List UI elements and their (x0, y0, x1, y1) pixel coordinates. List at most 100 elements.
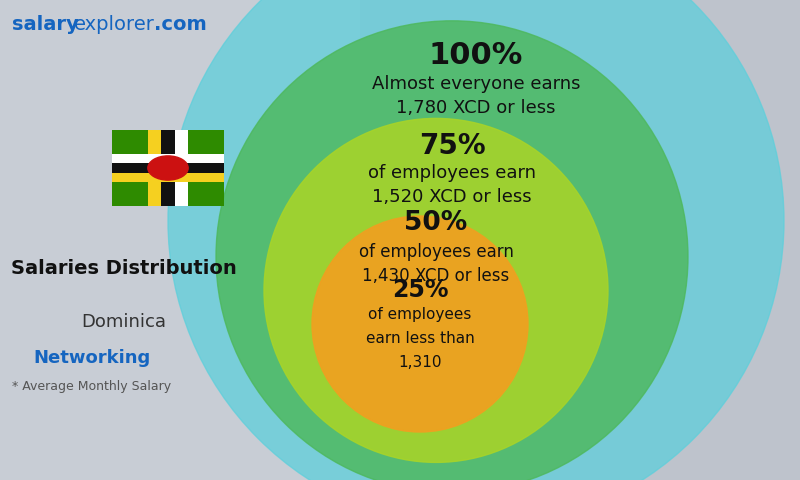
Bar (0, 0, 44, 480)
Text: of employees earn: of employees earn (368, 164, 536, 182)
Text: 50%: 50% (404, 210, 468, 236)
Bar (3, 0, 592, 480)
Bar (1, 0, 208, 480)
Bar (2, 0, 300, 480)
Bar (2, 0, 296, 480)
Bar (2, 0, 312, 480)
Bar (3, 0, 604, 480)
Bar (1, 0, 172, 480)
Bar (0, 0, 68, 480)
Bar (112, 130, 224, 206)
Bar (3, 0, 600, 480)
Bar (1, 0, 84, 480)
Bar (112, 163, 224, 173)
Bar (3, 0, 584, 480)
Bar (2, 0, 252, 480)
Bar (1, 0, 236, 480)
Bar (2, 0, 528, 480)
Bar (2, 0, 260, 480)
Bar (3, 0, 664, 480)
Bar (0, 0, 36, 480)
Bar (2, 0, 448, 480)
Bar (2, 0, 544, 480)
Bar (2, 0, 452, 480)
Ellipse shape (168, 0, 784, 480)
Bar (1, 0, 80, 480)
Bar (1, 0, 232, 480)
Bar (2, 0, 532, 480)
Bar (1, 0, 180, 480)
Bar (0, 0, 8, 480)
Bar (2, 0, 408, 480)
Bar (2, 0, 432, 480)
Text: Dominica: Dominica (82, 312, 166, 331)
Bar (3, 0, 656, 480)
Bar (3, 0, 660, 480)
Bar (2, 0, 280, 480)
Bar (2, 0, 324, 480)
Bar (3, 0, 676, 480)
Bar (0, 0, 64, 480)
Bar (1, 0, 140, 480)
Bar (1, 0, 216, 480)
Text: of employees: of employees (368, 307, 472, 322)
Bar (3, 0, 684, 480)
Bar (3, 0, 700, 480)
Bar (3, 0, 612, 480)
Bar (0, 0, 76, 480)
Bar (2, 0, 476, 480)
Bar (2, 0, 256, 480)
Text: * Average Monthly Salary: * Average Monthly Salary (13, 380, 171, 393)
Bar (2, 0, 516, 480)
Bar (2, 0, 460, 480)
Bar (4, 0, 720, 480)
Bar (174, 130, 188, 206)
Bar (3, 0, 708, 480)
Bar (1, 0, 120, 480)
Bar (2, 0, 424, 480)
Bar (1, 0, 136, 480)
Bar (1, 0, 152, 480)
Bar (112, 154, 224, 163)
Bar (2, 0, 320, 480)
Text: .com: .com (154, 15, 207, 35)
Bar (0, 0, 12, 480)
Bar (3, 0, 668, 480)
Text: 1,310: 1,310 (398, 355, 442, 370)
Bar (0, 0, 56, 480)
Ellipse shape (216, 21, 688, 480)
Bar (1, 0, 200, 480)
Bar (3, 0, 680, 480)
Bar (2, 0, 412, 480)
Bar (2, 0, 508, 480)
Bar (1, 0, 192, 480)
Bar (2, 0, 400, 480)
Bar (2, 0, 364, 480)
Bar (3, 0, 588, 480)
Text: 75%: 75% (418, 132, 486, 160)
Bar (2, 0, 316, 480)
Bar (2, 0, 272, 480)
Bar (2, 0, 344, 480)
Bar (0, 0, 20, 480)
Bar (2, 0, 464, 480)
Bar (3, 0, 716, 480)
Bar (2, 0, 384, 480)
Bar (2, 0, 492, 480)
Bar (1, 0, 168, 480)
Bar (2, 0, 356, 480)
Bar (2, 0, 376, 480)
Bar (2, 0, 548, 480)
Bar (3, 0, 704, 480)
Text: Networking: Networking (34, 348, 150, 367)
Bar (2, 0, 360, 480)
Bar (2, 0, 308, 480)
Bar (2, 0, 372, 480)
Bar (1, 0, 92, 480)
Bar (2, 0, 444, 480)
Bar (2, 0, 536, 480)
Bar (0, 0, 52, 480)
Bar (2, 0, 340, 480)
Bar (1, 0, 96, 480)
Bar (2, 0, 416, 480)
